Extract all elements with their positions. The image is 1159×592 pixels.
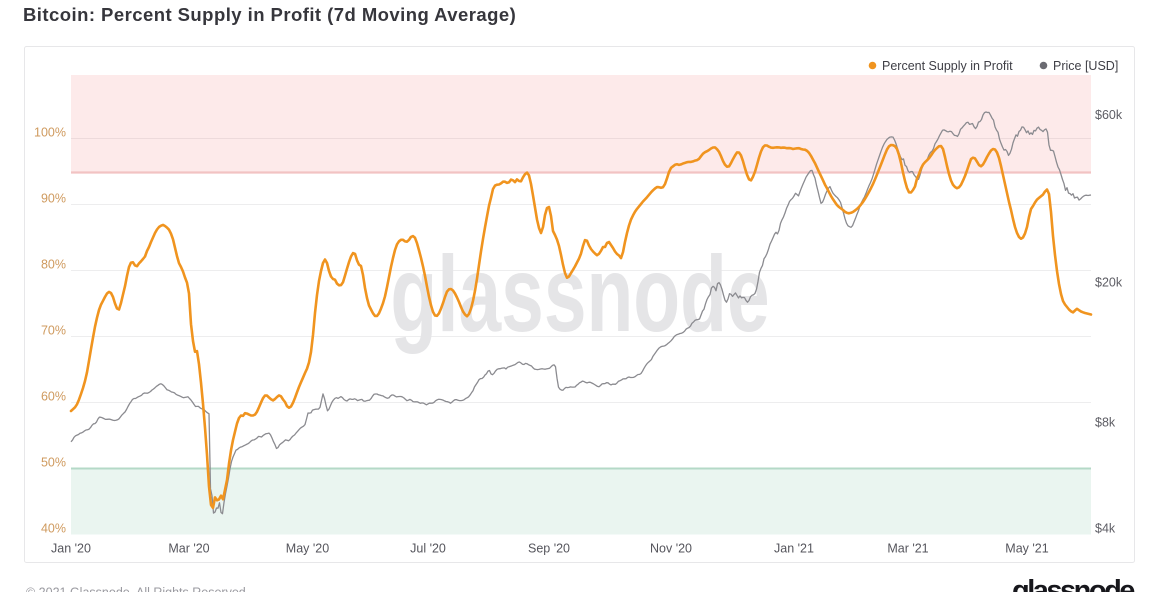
svg-text:glassnode: glassnode — [1012, 575, 1135, 592]
svg-text:Jan '20: Jan '20 — [51, 542, 91, 556]
svg-text:Mar '20: Mar '20 — [168, 542, 209, 556]
svg-text:Jul '20: Jul '20 — [410, 542, 446, 556]
svg-text:100%: 100% — [34, 125, 66, 139]
svg-text:$20k: $20k — [1095, 276, 1123, 290]
svg-text:© 2021 Glassnode. All Rights R: © 2021 Glassnode. All Rights Reserved — [26, 586, 246, 592]
svg-text:May '20: May '20 — [286, 542, 329, 556]
svg-text:40%: 40% — [41, 521, 66, 535]
svg-text:Bitcoin: Percent Supply in Pro: Bitcoin: Percent Supply in Profit (7d Mo… — [23, 4, 516, 25]
svg-text:Mar '21: Mar '21 — [887, 542, 928, 556]
svg-text:Percent Supply in Profit: Percent Supply in Profit — [882, 59, 1013, 73]
svg-text:70%: 70% — [41, 323, 66, 337]
svg-text:90%: 90% — [41, 191, 66, 205]
svg-text:50%: 50% — [41, 455, 66, 469]
svg-text:$8k: $8k — [1095, 416, 1116, 430]
svg-text:Nov '20: Nov '20 — [650, 542, 692, 556]
svg-text:Price [USD]: Price [USD] — [1053, 59, 1118, 73]
svg-text:May '21: May '21 — [1005, 542, 1048, 556]
svg-text:Jan '21: Jan '21 — [774, 542, 814, 556]
svg-text:Sep '20: Sep '20 — [528, 542, 570, 556]
svg-text:60%: 60% — [41, 389, 66, 403]
svg-text:80%: 80% — [41, 257, 66, 271]
svg-text:$4k: $4k — [1095, 521, 1116, 535]
svg-text:$60k: $60k — [1095, 108, 1123, 122]
